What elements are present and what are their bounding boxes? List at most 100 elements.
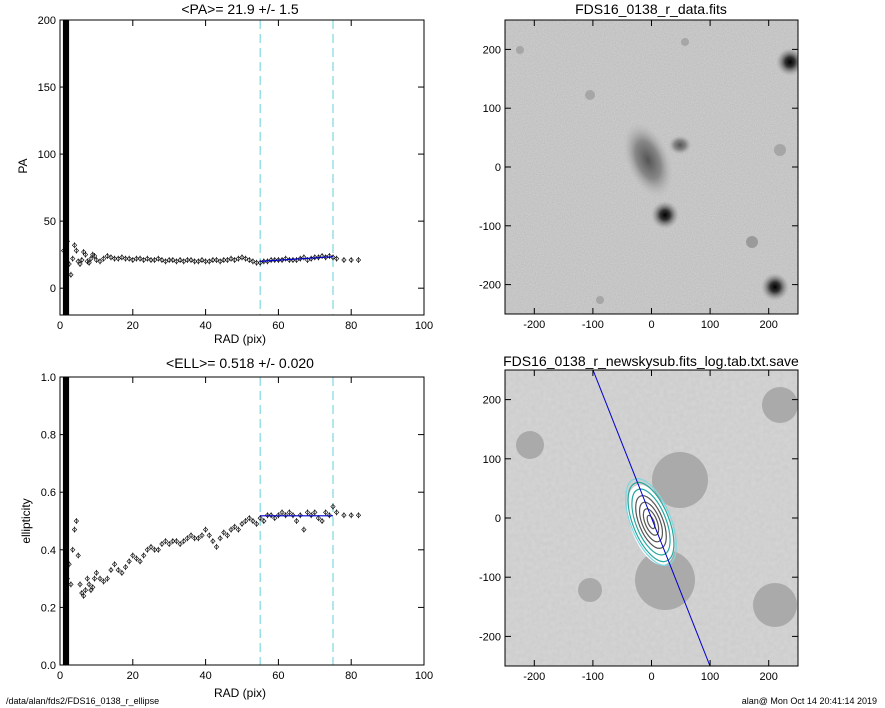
pa-xtick-label: 60	[272, 320, 284, 332]
ell-point	[268, 512, 274, 518]
ell-point	[235, 527, 241, 533]
pa-point	[221, 257, 227, 263]
ell-point	[155, 547, 161, 553]
ell-point	[184, 535, 191, 541]
pa-point	[319, 253, 325, 259]
pa-point	[268, 257, 274, 263]
ell-point	[210, 538, 216, 544]
image2-ytick-label: -100	[479, 572, 501, 584]
pa-point	[202, 258, 209, 264]
pa-point	[272, 257, 278, 263]
pa-point	[170, 257, 176, 263]
image1-xtick-label: 0	[648, 319, 654, 331]
image1-ytick-label: 200	[483, 44, 501, 56]
pa-point	[93, 257, 100, 263]
pa-point	[119, 254, 125, 260]
pa-xtick-label: 100	[415, 320, 433, 332]
pa-point	[250, 258, 256, 264]
ell-point	[250, 518, 256, 524]
ell-point	[228, 527, 234, 533]
ellipticity-plot: <ELL>= 0.518 +/- 0.020 ellipticity RAD (…	[19, 355, 433, 700]
image2-xtick-label: 100	[701, 671, 719, 683]
ell-point	[217, 535, 223, 541]
ell-point	[93, 570, 100, 576]
ell-xtick-label: 80	[345, 670, 357, 682]
ell-point	[293, 518, 300, 524]
pa-point	[162, 258, 169, 264]
ell-point	[91, 575, 98, 582]
pa-point	[253, 260, 260, 266]
ell-point	[90, 584, 96, 590]
pa-point	[341, 257, 347, 263]
ell-point	[111, 561, 118, 567]
image2-xtick-label: -100	[582, 671, 604, 683]
ell-point	[341, 512, 347, 518]
ell-point	[104, 575, 110, 582]
pa-point	[301, 254, 307, 260]
pa-point	[192, 258, 198, 264]
pa-point	[126, 256, 132, 262]
ell-point	[133, 555, 140, 562]
ell-point	[75, 552, 81, 559]
ell-ytick-label: 0.0	[41, 660, 56, 672]
pa-point	[206, 258, 212, 264]
ell-point	[70, 547, 76, 553]
pa-point	[115, 256, 121, 262]
pa-point	[155, 256, 161, 262]
pa-point	[111, 256, 118, 262]
pa-frame	[59, 19, 425, 316]
ell-point	[243, 518, 249, 524]
ell-point	[192, 535, 198, 541]
ell-point	[170, 538, 176, 544]
ell-point	[181, 538, 187, 544]
pa-point	[275, 257, 282, 263]
ell-point	[206, 532, 212, 539]
pa-point	[173, 258, 180, 264]
ell-ytick-label: 0.2	[41, 602, 56, 614]
pa-ytick-label: 0	[50, 283, 56, 295]
ell-point	[101, 578, 107, 585]
pa-point	[246, 257, 252, 263]
pa-point	[243, 256, 249, 262]
pa-point	[199, 257, 205, 263]
pa-point	[355, 257, 362, 263]
ell-point	[253, 521, 260, 527]
ell-point	[286, 509, 292, 515]
pa-point	[64, 238, 70, 244]
pa-point	[71, 242, 78, 248]
ell-point	[213, 544, 220, 550]
pa-xtick-label: 20	[127, 320, 139, 332]
pa-point	[101, 256, 107, 262]
pa-xtick-label: 0	[57, 320, 63, 332]
pa-point	[283, 256, 289, 262]
galaxy-image	[505, 20, 798, 314]
ell-xtick-label: 0	[57, 670, 63, 682]
pa-point	[348, 257, 354, 263]
ell-point	[166, 541, 172, 547]
pa-point	[79, 257, 85, 263]
ell-point	[68, 581, 74, 587]
ell-point	[279, 509, 285, 515]
image2-ytick-label: 200	[483, 395, 501, 407]
ell-point	[71, 527, 78, 533]
image2-ytick-label: -200	[479, 631, 501, 643]
image2-xtick-label: 0	[648, 671, 654, 683]
pa-point	[166, 257, 172, 263]
ell-point	[308, 512, 314, 518]
ell-point	[330, 503, 336, 510]
image1-ytick-label: -200	[479, 280, 501, 292]
pa-point	[224, 257, 231, 263]
ell-point	[312, 509, 318, 515]
ell-point	[64, 575, 70, 582]
ell-point	[202, 527, 209, 533]
pa-point	[188, 257, 194, 263]
pa-fit-line	[260, 256, 334, 262]
pa-point	[235, 256, 241, 262]
pa-point	[62, 225, 69, 231]
ell-point	[77, 581, 83, 587]
ell-point	[82, 587, 89, 593]
pa-ytick-label: 150	[38, 82, 56, 94]
pa-ytick-label: 200	[38, 15, 56, 27]
image1-xtick-label: -100	[582, 319, 604, 331]
ell-point	[177, 541, 183, 547]
